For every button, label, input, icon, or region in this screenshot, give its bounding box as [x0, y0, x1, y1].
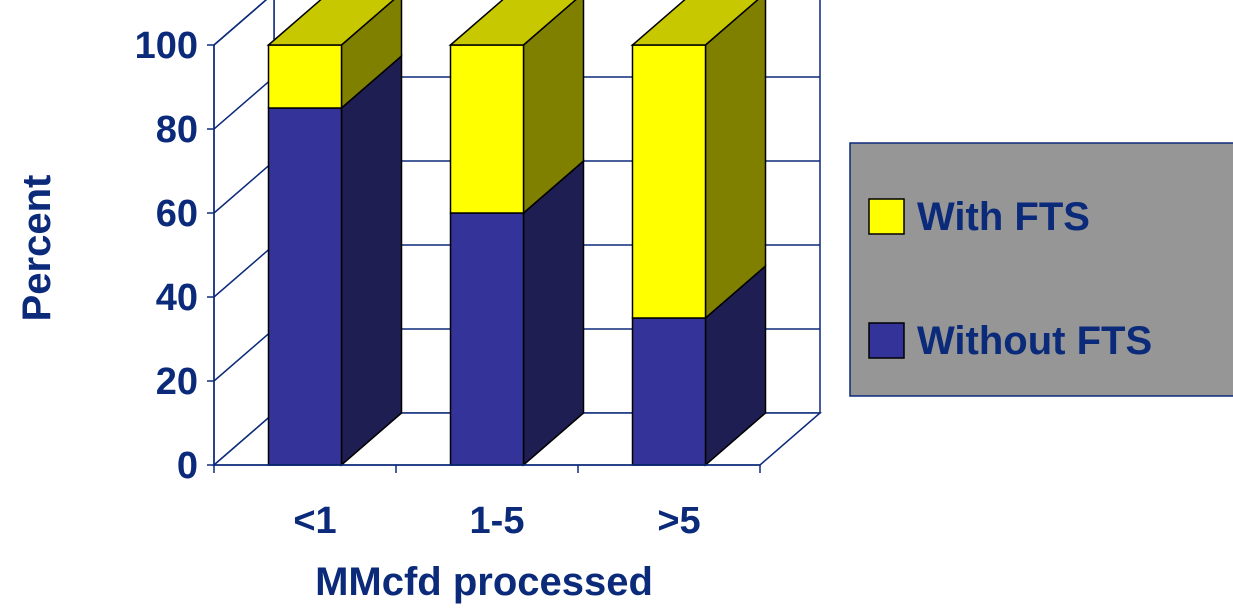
bar-top-with-fts	[448, 0, 577, 46]
bar-without-fts	[267, 107, 343, 466]
y-tick-label: 100	[135, 25, 198, 67]
bar-top-with-fts	[266, 0, 395, 46]
bar-side-with-fts	[704, 0, 767, 320]
y-tick-label: 60	[156, 193, 198, 235]
x-axis-title: MMcfd processed	[315, 560, 653, 604]
y-tick-label: 20	[156, 361, 198, 403]
side-wall	[213, 0, 275, 467]
bar-side-without-fts	[522, 159, 585, 467]
bar-with-fts	[267, 44, 343, 109]
bar-without-fts	[449, 212, 525, 466]
bar-top-with-fts	[630, 0, 759, 46]
bars	[266, 0, 767, 467]
x-tick-label: >5	[657, 500, 700, 542]
legend-label-without-fts: Without FTS	[917, 319, 1152, 363]
bar-with-fts	[631, 44, 707, 319]
y-axis: 0 20 40 60 80 100	[135, 25, 215, 487]
legend-box	[849, 142, 1233, 397]
legend-swatch-with-fts	[868, 198, 905, 235]
x-tick-label: 1-5	[470, 500, 525, 542]
y-tick-label: 0	[177, 445, 198, 487]
x-axis: <1 1-5 >5	[213, 464, 761, 542]
x-tick-label: <1	[293, 500, 336, 542]
bar-with-fts	[449, 44, 525, 214]
labels: Percent MMcfd processed	[15, 175, 653, 604]
legend-swatch-without-fts	[868, 322, 905, 359]
legend-label-with-fts: With FTS	[917, 195, 1090, 239]
y-axis-title: Percent	[15, 175, 59, 322]
bar-without-fts	[631, 317, 707, 466]
bar-side-without-fts	[340, 54, 403, 467]
y-tick-label: 40	[156, 277, 198, 319]
gridline	[213, 0, 268, 46]
y-tick-label: 80	[156, 109, 198, 151]
legend: With FTS Without FTS	[849, 142, 1233, 397]
